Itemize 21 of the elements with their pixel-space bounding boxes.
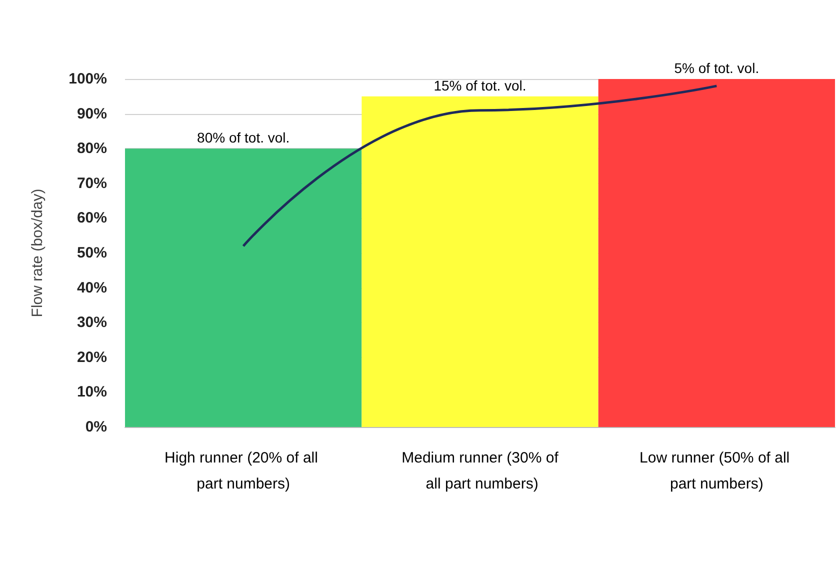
y-tick-label: 20% bbox=[76, 348, 107, 366]
bar bbox=[362, 96, 598, 427]
bar bbox=[598, 79, 835, 427]
y-tick-label: 40% bbox=[76, 279, 107, 296]
x-tick-label: High runner (20% of all part numbers) bbox=[164, 450, 322, 492]
y-tick-label: 0% bbox=[85, 418, 107, 436]
annotation: 5% of tot. vol. bbox=[674, 60, 760, 76]
y-tick-label: 100% bbox=[68, 70, 107, 88]
y-tick-label: 50% bbox=[76, 244, 107, 262]
y-axis-title: Flow rate (box/day) bbox=[29, 188, 46, 318]
y-tick-label: 70% bbox=[76, 174, 107, 192]
annotation: 80% of tot. vol. bbox=[197, 130, 290, 146]
y-tick-label: 60% bbox=[76, 210, 107, 227]
y-tick-label: 10% bbox=[76, 384, 107, 401]
y-tick-label: 90% bbox=[76, 105, 107, 122]
annotation: 15% of tot. vol. bbox=[434, 77, 526, 94]
x-tick-label: Low runner (50% of all part numbers) bbox=[640, 450, 794, 492]
y-tick-label: 30% bbox=[76, 314, 107, 332]
bar bbox=[125, 148, 362, 427]
x-tick-label: Medium runner (30% of all part numbers) bbox=[402, 450, 560, 492]
y-tick-label: 80% bbox=[76, 140, 107, 158]
